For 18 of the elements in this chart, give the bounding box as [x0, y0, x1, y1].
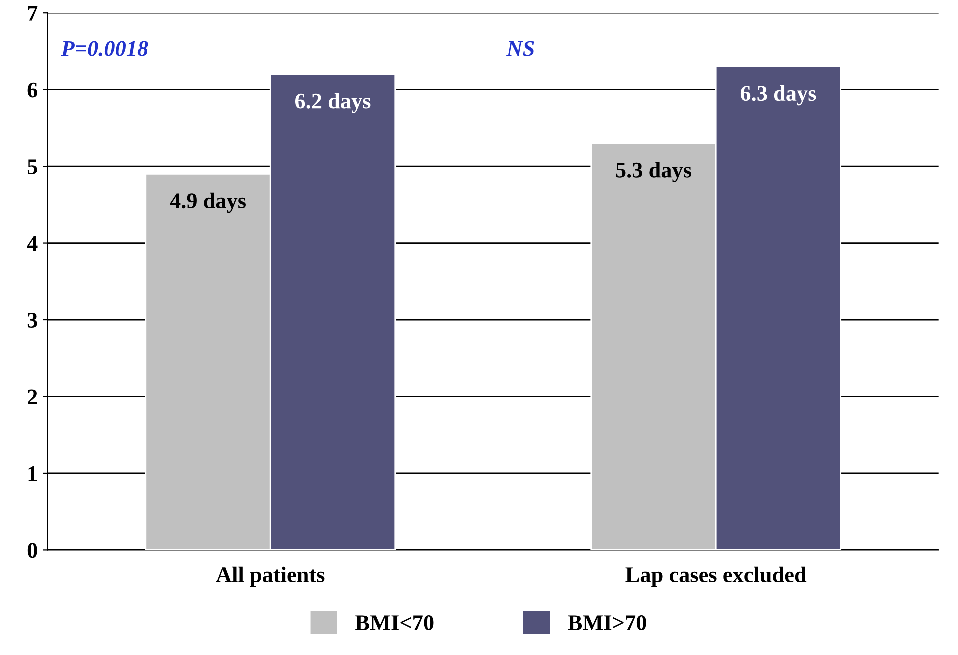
data-label: 4.9 days — [170, 192, 246, 214]
annotation: NS — [506, 41, 534, 56]
legend-label: BMI<70 — [356, 615, 434, 630]
y-tick-label: 4 — [27, 236, 38, 251]
y-tick-label: 7 — [28, 6, 38, 21]
y-tick-label: 6 — [28, 82, 38, 98]
legend-label: BMI>70 — [568, 615, 646, 630]
y-tick-label: 1 — [28, 466, 38, 482]
y-tick-label: 0 — [28, 543, 38, 558]
x-tick-label: All patients — [216, 566, 325, 588]
y-tick-label: 3 — [28, 313, 38, 328]
annotation: P=0.0018 — [61, 41, 148, 56]
data-label: 6.2 days — [295, 93, 371, 114]
data-label: 6.3 days — [740, 85, 816, 106]
x-tick-label: Lap cases excluded — [626, 566, 807, 588]
y-tick-label: 5 — [28, 160, 38, 174]
data-label: 5.3 days — [616, 162, 692, 182]
y-tick-label: 2 — [28, 390, 38, 404]
